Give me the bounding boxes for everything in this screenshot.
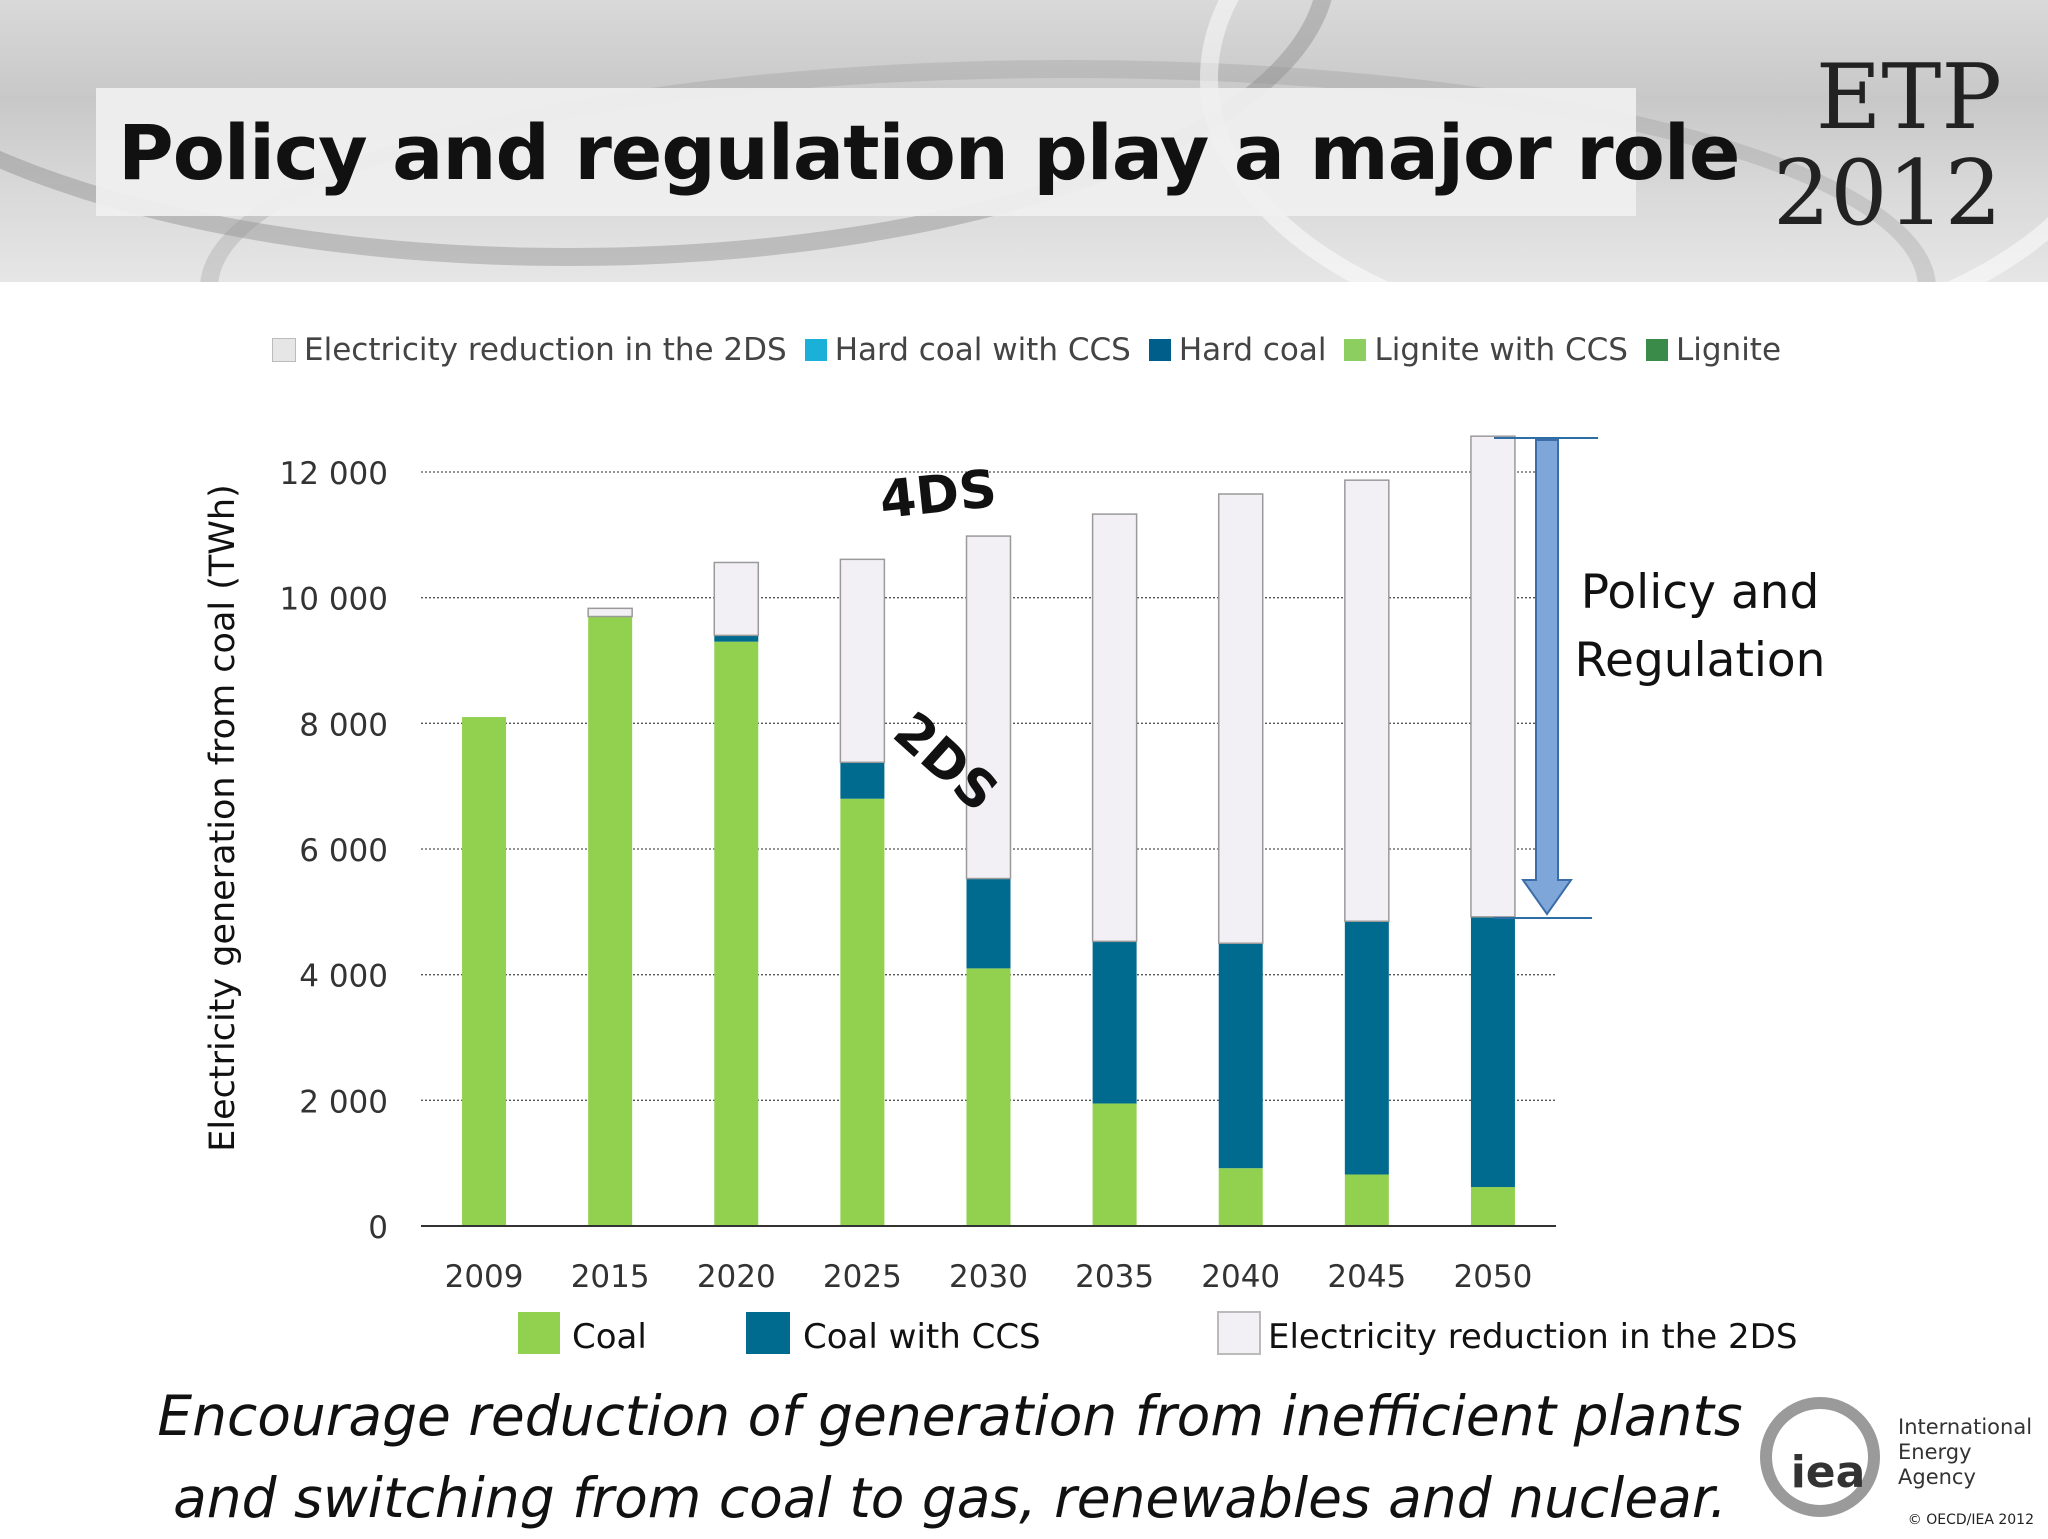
y-tick-label: 4 000 [299,959,388,995]
top-legend-item: Hard coal [1148,332,1327,368]
top-legend-label: Electricity reduction in the 2DS [304,332,787,368]
caption: Encourage reduction of generation from i… [110,1375,1790,1539]
x-tick-label: 2015 [571,1259,650,1295]
bar-segment [1470,435,1516,918]
caption-line1: Encourage reduction of generation from i… [157,1384,1743,1448]
top-legend-item: Lignite [1645,332,1782,368]
iea-logo: iea [1760,1397,1880,1517]
x-tick-label: 2045 [1327,1259,1406,1295]
title-box [96,88,1636,216]
policy-arrow [1494,437,1598,919]
y-tick-labels: 0 2 000 4 000 6 000 8 000 10 000 12 000 [280,456,388,1246]
bar-segment [966,878,1011,969]
bar-segment [714,641,759,1226]
bar-segment [587,607,633,618]
top-legend-label: Hard coal [1178,332,1327,368]
x-tick-label: 2009 [445,1259,524,1295]
legend-swatch [272,338,296,362]
bar-segment [462,717,507,1226]
y-tick-label: 12 000 [280,456,388,492]
bar-segment [965,535,1012,880]
etp-badge-line1: ETP [1815,45,2002,150]
top-legend: Electricity reduction in the 2DS Hard co… [272,330,1781,370]
label-4ds: 4DS [877,459,999,531]
y-tick-label: 6 000 [299,833,388,869]
bar-segment [1091,513,1138,943]
agency-name-line1: International [1898,1415,2033,1439]
bar-segment [1344,1174,1389,1226]
x-tick-label: 2020 [697,1259,776,1295]
caption-line2: and switching from coal to gas, renewabl… [173,1466,1727,1530]
legend-swatch [1645,339,1668,361]
bar-segment [588,616,633,1226]
copyright: © OECD/IEA 2012 [1907,1512,2034,1528]
down-arrow-icon [1521,439,1573,916]
slide-title: Policy and regulation play a major role [118,108,1740,197]
x-tick-label: 2050 [1453,1259,1532,1295]
bar-segment [1344,479,1390,923]
agency-name-line2: Energy Agency [1898,1440,1976,1489]
y-tick-label: 8 000 [299,707,388,743]
x-tick-label: 2030 [949,1259,1028,1295]
x-tick-label: 2040 [1201,1259,1280,1295]
bar-segment [839,558,886,764]
legend-swatch [1344,339,1367,361]
top-legend-item: Hard coal with CCS [804,332,1131,368]
top-legend-label: Lignite with CCS [1374,332,1628,368]
logo-ring [1760,1397,1880,1517]
policy-label-line2: Regulation [1575,633,1826,688]
bar-segment [1092,941,1137,1104]
top-legend-label: Hard coal with CCS [834,332,1131,368]
bar-segment [1217,493,1264,944]
bar-segment [1470,1187,1515,1226]
legend-label-reduction: Electricity reduction in the 2DS [1268,1317,1797,1357]
policy-label-line1: Policy and [1581,565,1820,620]
bar-segment [713,561,760,637]
bar-segment [1344,921,1389,1175]
logo-text: iea [1791,1447,1866,1498]
bottom-legend: Coal Coal with CCS Electricity reduction… [518,1311,1797,1357]
bar-segment [966,968,1011,1226]
legend-swatch [804,339,827,361]
legend-swatch-reduction [1217,1311,1261,1355]
bar-segment [1470,916,1515,1188]
bar-segment [840,798,885,1226]
agency-name: International Energy Agency [1898,1415,2048,1490]
legend-label-coal: Coal [572,1317,647,1357]
bars [462,435,1516,1226]
bar-segment [1092,1103,1137,1226]
bar-segment [1218,1168,1263,1226]
legend-label-coal-ccs: Coal with CCS [803,1317,1041,1357]
bar-segment [840,762,885,799]
etp-badge: ETP 2012 [1773,50,2002,242]
y-tick-label: 2 000 [299,1084,388,1120]
top-legend-label: Lignite [1675,332,1782,368]
y-tick-label: 10 000 [280,582,388,618]
x-tick-labels: 2009 2015 2020 2025 2030 2035 2040 2045 2050 [445,1259,1533,1295]
y-axis-title: Electricity generation from coal (TWh) [203,484,243,1151]
y-tick-label: 0 [368,1210,388,1246]
etp-badge-line2: 2012 [1772,141,2002,246]
x-tick-label: 2035 [1075,1259,1154,1295]
legend-swatch-coal-ccs [746,1312,790,1354]
bar-segment [1218,943,1263,1169]
bar-segment [714,635,759,642]
top-legend-item: Lignite with CCS [1344,332,1628,368]
legend-swatch [1148,339,1171,361]
x-tick-label: 2025 [823,1259,902,1295]
top-legend-item: Electricity reduction in the 2DS [272,332,787,368]
legend-swatch-coal [518,1312,560,1354]
